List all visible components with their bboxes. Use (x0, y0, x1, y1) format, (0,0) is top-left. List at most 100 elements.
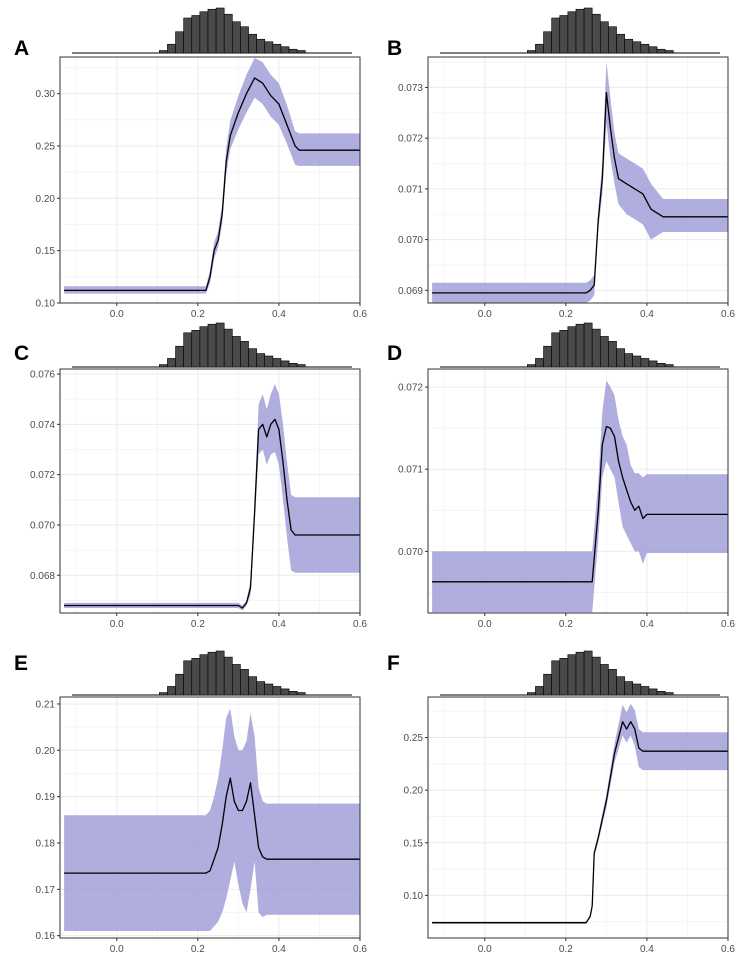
histogram-bar (624, 681, 634, 696)
histogram-bar (272, 686, 282, 696)
histogram-bar (640, 358, 650, 368)
histogram-bar (624, 38, 634, 54)
series-line (64, 418, 360, 609)
histogram-bar (656, 691, 666, 696)
histogram-bar (175, 673, 184, 696)
x-tick-label: 0.2 (191, 944, 205, 955)
x-tick-label: 0.4 (640, 309, 654, 320)
panel-letter-d: D (387, 342, 402, 365)
y-tick-label: 0.25 (404, 733, 424, 744)
histogram-bar (215, 7, 225, 54)
x-tick-label: 0.6 (721, 309, 735, 320)
histogram-bar (199, 654, 209, 696)
x-tick-label: 0.0 (478, 309, 492, 320)
histogram-bar (248, 33, 257, 54)
histogram-bar (296, 692, 306, 696)
histogram-bar (280, 46, 290, 54)
histogram-bar (632, 41, 642, 54)
histogram-bar (608, 26, 617, 54)
histogram-bar (664, 364, 674, 368)
y-tick-label: 0.15 (404, 838, 424, 849)
histogram-bar (543, 673, 552, 696)
histogram-bar (272, 358, 282, 368)
histogram-bar (559, 15, 569, 54)
histogram-bar (664, 692, 674, 696)
panel-d: D 0.0 0.2 0.4 0.6 0.070 0.071 0.072 (387, 322, 735, 630)
y-tick-label: 0.17 (36, 885, 56, 896)
y-tick-label: 0.20 (404, 786, 424, 797)
y-tick-label: 0.068 (30, 571, 55, 582)
histogram-bar (223, 656, 233, 696)
histogram-bar (616, 33, 625, 54)
y-tick-label: 0.21 (36, 699, 56, 710)
histogram-bar (167, 686, 176, 696)
plot-frame (427, 696, 729, 939)
histogram-bar (583, 650, 593, 696)
histogram-bar (575, 8, 585, 54)
histogram-bar (648, 46, 658, 54)
histogram-bar (288, 691, 298, 696)
y-tick-label: 0.069 (398, 286, 423, 297)
histogram-bar (527, 364, 536, 368)
histogram-bar (191, 330, 201, 368)
histogram-bar (240, 341, 249, 368)
y-tick-label: 0.072 (398, 383, 423, 394)
histogram-bar (640, 686, 650, 696)
y-tick-label: 0.20 (36, 194, 56, 205)
histogram-bar (567, 326, 577, 368)
y-tick-label: 0.10 (36, 299, 56, 310)
histogram-bar (223, 13, 233, 54)
histogram-bar (264, 41, 274, 54)
histogram-bar (551, 332, 561, 368)
panel-letter-a: A (14, 37, 29, 60)
panel-f: F 0.0 0.2 0.4 0.6 0.10 0.15 0.20 0.25 (387, 650, 735, 955)
y-tick-label: 0.070 (398, 235, 423, 246)
histogram-bar (191, 15, 201, 54)
panel-letter-c: C (14, 342, 29, 365)
histogram-bar (632, 355, 642, 368)
y-tick-label: 0.10 (404, 891, 424, 902)
histogram-bar (231, 21, 241, 54)
histogram-bar (616, 676, 625, 696)
plot-frame (59, 696, 361, 939)
x-tick-label: 0.0 (478, 944, 492, 955)
histogram-bar (175, 345, 184, 368)
panel-letter-b: B (387, 37, 402, 60)
histogram-bar (624, 353, 634, 368)
x-tick-label: 0.2 (191, 619, 205, 630)
histogram-bar (656, 48, 666, 54)
histogram-bar (551, 17, 561, 54)
series-line (64, 777, 360, 874)
x-tick-label: 0.0 (110, 944, 124, 955)
y-tick-label: 0.070 (398, 547, 423, 558)
confidence-band (64, 708, 360, 931)
histogram-bar (575, 323, 585, 368)
histogram-bar (175, 31, 184, 54)
histogram-bar (183, 332, 193, 368)
histogram-bar (616, 348, 625, 368)
histogram-bar (256, 353, 266, 368)
y-tick-label: 0.072 (398, 134, 423, 145)
histogram-bar (567, 654, 577, 696)
histogram-bar (159, 692, 168, 696)
confidence-band (64, 384, 360, 611)
series-line (64, 77, 360, 292)
histogram-bar (664, 50, 674, 54)
histogram-bar (183, 660, 193, 696)
y-tick-label: 0.30 (36, 89, 56, 100)
histogram-bar (183, 17, 193, 54)
histogram-bar (240, 669, 249, 696)
histogram-bar (535, 686, 544, 696)
histogram-bar (559, 330, 569, 368)
x-tick-label: 0.4 (272, 944, 286, 955)
x-tick-label: 0.2 (559, 944, 573, 955)
confidence-band (432, 703, 728, 924)
histogram-bar (207, 651, 217, 696)
histogram-bar (535, 358, 544, 368)
panel-b: B 0.0 0.2 0.4 0.6 0.069 0.070 0.071 0.072 0.073 (387, 7, 735, 320)
x-tick-label: 0.6 (353, 309, 367, 320)
series-line (432, 721, 728, 924)
histogram-bar (575, 651, 585, 696)
histogram-bar (296, 364, 306, 368)
histogram-bar (296, 50, 306, 54)
